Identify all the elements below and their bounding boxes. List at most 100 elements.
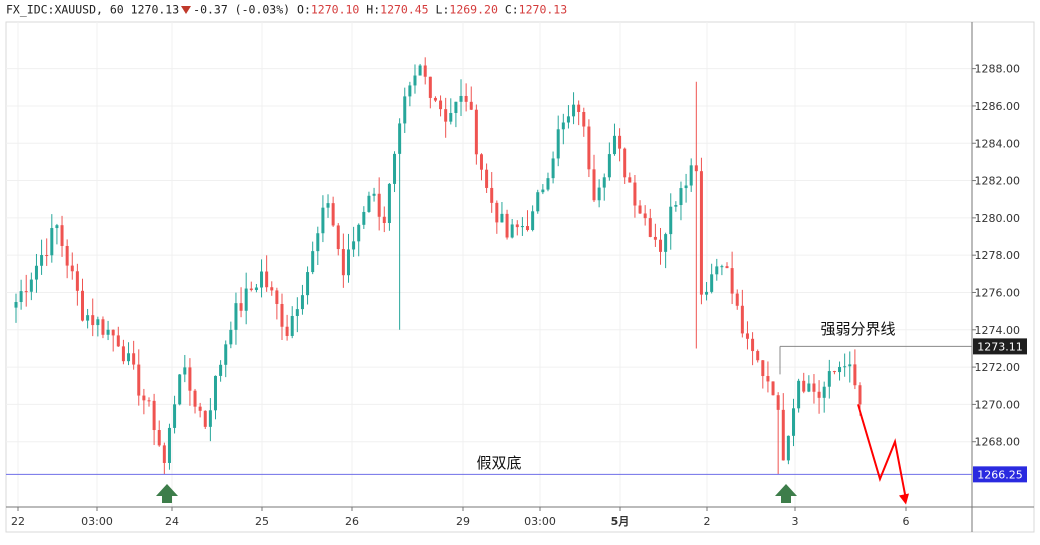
x-tick-label: 2: [704, 515, 711, 528]
candle-body: [75, 271, 79, 291]
candle-body: [679, 188, 683, 206]
candle-body: [439, 100, 443, 110]
candle-body: [137, 364, 141, 396]
candle-body: [848, 364, 852, 367]
candle-body: [213, 375, 217, 411]
time-axis[interactable]: 22 03:00 24 25 26 29 03:00 5月 2 3 6: [11, 507, 910, 528]
low-value: 1269.20: [449, 2, 498, 17]
y-tick-label: 1278.00: [975, 249, 1021, 262]
candle-body: [203, 410, 207, 427]
candle-body: [766, 376, 770, 382]
candle-body: [602, 177, 606, 188]
candle-body: [418, 65, 422, 76]
candle-body: [740, 305, 744, 334]
candle-body: [382, 216, 386, 224]
price-axis[interactable]: 1288.00 1286.00 1284.00 1282.00 1280.00 1278.…: [972, 63, 1027, 483]
grid-layer: [6, 22, 972, 507]
candle-body: [689, 165, 693, 186]
level-layer: [6, 345, 972, 505]
candle-body: [781, 409, 785, 461]
candle-body: [761, 360, 765, 377]
candle-body: [561, 122, 565, 130]
candle-body: [127, 353, 131, 362]
last-price: 1270.13: [130, 2, 180, 17]
high-value: 1270.45: [380, 2, 429, 17]
candle-body: [352, 241, 356, 250]
candle-body: [40, 255, 44, 266]
candle-body: [239, 303, 243, 311]
candle-body: [80, 290, 84, 321]
candle-body: [628, 177, 632, 183]
candle-body: [306, 272, 310, 296]
candle-body: [121, 346, 125, 362]
high-label: H:: [366, 2, 381, 17]
x-tick-label: 26: [345, 515, 359, 528]
candle-body: [132, 353, 136, 365]
candle-body: [612, 135, 616, 155]
symbol-name[interactable]: FX_IDC:XAUUSD: [6, 2, 97, 17]
candle-body: [341, 249, 345, 276]
candle-body: [515, 224, 519, 228]
candle-body: [495, 202, 499, 223]
candle-body: [710, 274, 714, 292]
candle-body: [735, 293, 739, 306]
candle-body: [193, 390, 197, 407]
candle-body: [653, 236, 657, 240]
candle-body: [101, 319, 105, 335]
candle-body: [24, 291, 28, 293]
candle-body: [520, 226, 524, 228]
candle-body: [326, 203, 330, 208]
x-tick-label: 03:00: [524, 515, 556, 528]
candle-body: [479, 154, 483, 170]
candle-body: [751, 338, 755, 352]
candle-body: [29, 279, 33, 292]
candle-body: [50, 228, 54, 256]
projection-path: [857, 404, 907, 500]
candle-body: [265, 271, 269, 288]
candle-body: [607, 154, 611, 178]
candle-body: [449, 112, 453, 122]
candle-body: [157, 430, 161, 446]
x-tick-label: 03:00: [81, 515, 113, 528]
candle-body: [623, 148, 627, 178]
candle-body: [526, 226, 530, 230]
candle-body: [474, 109, 478, 155]
candle-body: [178, 374, 182, 405]
candle-body: [387, 183, 391, 224]
candle-body: [577, 104, 581, 112]
candle-body: [510, 224, 514, 238]
candle-body: [403, 96, 407, 124]
candle-body: [336, 225, 340, 250]
candle-body: [638, 205, 642, 214]
candle-body: [198, 406, 202, 411]
support-price-badge: [973, 466, 1027, 483]
candle-body: [188, 367, 192, 391]
y-tick-label: 1272.00: [975, 361, 1021, 374]
down-arrow-icon: [181, 5, 192, 14]
interval-value[interactable]: 60: [109, 2, 124, 17]
candle-body: [730, 268, 734, 294]
candle-body: [290, 315, 294, 336]
price-change: -0.37 (-0.03%): [193, 2, 291, 17]
candle-body: [398, 123, 402, 154]
y-tick-label: 1270.00: [975, 398, 1021, 411]
resistance-label: 强弱分界线: [820, 320, 895, 338]
candle-body: [65, 245, 69, 266]
x-tick-label: 3: [792, 515, 799, 528]
resistance-price-text: 1273.11: [977, 340, 1023, 353]
candle-body: [423, 65, 427, 77]
candle-body: [597, 187, 601, 201]
candle-body: [699, 171, 703, 295]
candle-body: [745, 333, 749, 339]
candlestick-series: [14, 57, 862, 475]
x-tick-label: 5月: [611, 515, 630, 528]
candle-body: [715, 266, 719, 275]
x-tick-label: 6: [903, 515, 910, 528]
legend-bar: FX_IDC:XAUUSD, 60 1270.13 -0.37 (-0.03%) …: [6, 2, 568, 17]
candle-body: [55, 225, 59, 229]
candle-body: [551, 158, 555, 179]
up-arrow-icon: [156, 484, 178, 503]
candle-body: [459, 95, 463, 102]
candle-body: [674, 205, 678, 207]
